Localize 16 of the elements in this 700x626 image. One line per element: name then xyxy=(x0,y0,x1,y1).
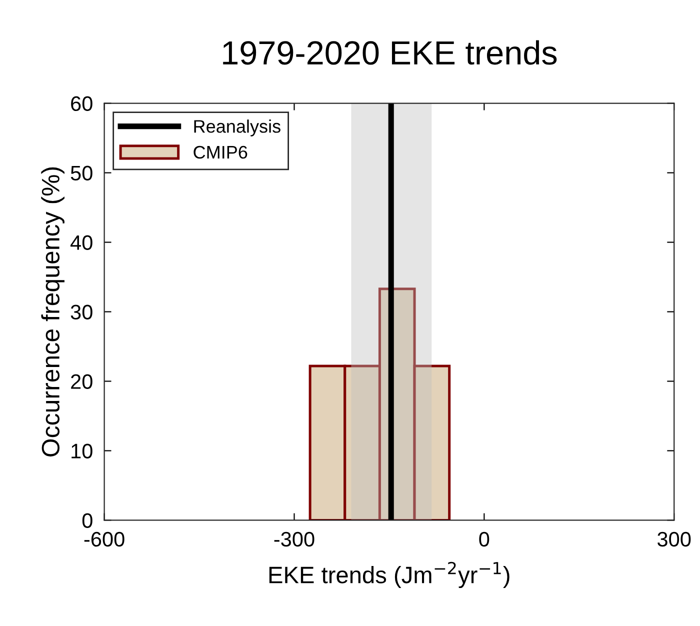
y-tick-label: 20 xyxy=(71,374,92,389)
x-tick-label: -300 xyxy=(274,532,314,547)
legend-label: CMIP6 xyxy=(194,146,248,159)
y-tick-label: 60 xyxy=(71,96,92,112)
x-tick-label: 300 xyxy=(658,532,691,547)
chart-title: 1979-2020 EKE trends xyxy=(223,40,557,65)
y-tick-label: 0 xyxy=(82,513,92,528)
x-tick-label: -600 xyxy=(84,532,124,547)
y-tick-label: 10 xyxy=(72,444,92,458)
y-axis-title: Occurrence frequency (%) xyxy=(41,167,64,456)
ref-line-label: Reanalysis xyxy=(194,120,280,136)
y-tick-label: 30 xyxy=(70,304,92,320)
x-tick-label: 0 xyxy=(479,532,490,547)
y-tick-label: 50 xyxy=(70,166,92,181)
y-tick-label: 40 xyxy=(70,235,92,250)
x-axis-title: EKE trends (Jm$^{−2}$yr$^{−1}$) xyxy=(269,562,510,588)
